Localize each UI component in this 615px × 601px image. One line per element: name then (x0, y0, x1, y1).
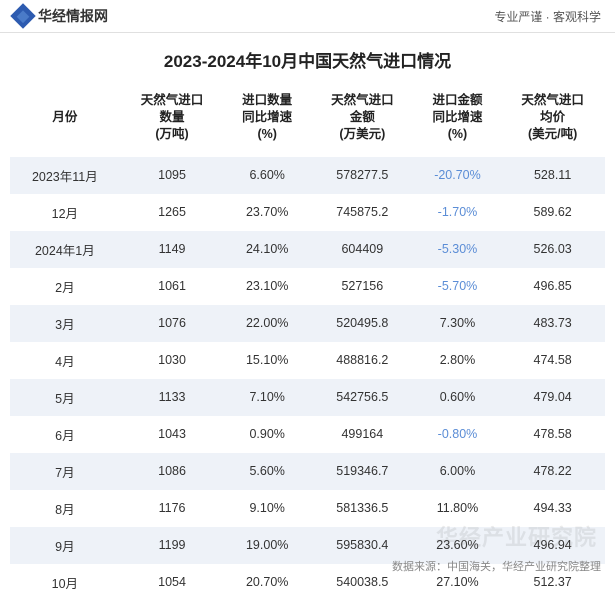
col-header-4: 进口金额同比增速(%) (415, 82, 501, 157)
cell: -5.70% (415, 268, 501, 305)
cell: 2月 (10, 268, 120, 305)
cell: -0.80% (415, 416, 501, 453)
cell: 520495.8 (310, 305, 415, 342)
table-row: 4月103015.10%488816.22.80%474.58 (10, 342, 605, 379)
cell: 526.03 (500, 231, 605, 268)
cell: 10月 (10, 564, 120, 601)
header-bar: 华经情报网 专业严谨 · 客观科学 (0, 0, 615, 33)
table-container: 月份天然气进口数量(万吨)进口数量同比增速(%)天然气进口金额(万美元)进口金额… (0, 82, 615, 601)
table-row: 8月11769.10%581336.511.80%494.33 (10, 490, 605, 527)
cell: 483.73 (500, 305, 605, 342)
cell: 22.00% (224, 305, 310, 342)
cell: 15.10% (224, 342, 310, 379)
cell: 9月 (10, 527, 120, 564)
col-header-2: 进口数量同比增速(%) (224, 82, 310, 157)
tagline: 专业严谨 · 客观科学 (494, 8, 601, 25)
cell: 7.30% (415, 305, 501, 342)
cell: 3月 (10, 305, 120, 342)
table-row: 7月10865.60%519346.76.00%478.22 (10, 453, 605, 490)
cell: 589.62 (500, 194, 605, 231)
cell: 1095 (120, 157, 225, 194)
cell: 2023年11月 (10, 157, 120, 194)
cell: 581336.5 (310, 490, 415, 527)
cell: -20.70% (415, 157, 501, 194)
cell: 499164 (310, 416, 415, 453)
cell: 578277.5 (310, 157, 415, 194)
table-row: 5月11337.10%542756.50.60%479.04 (10, 379, 605, 416)
logo: 华经情报网 (14, 6, 108, 26)
cell: 478.22 (500, 453, 605, 490)
table-row: 6月10430.90%499164-0.80%478.58 (10, 416, 605, 453)
cell: 1149 (120, 231, 225, 268)
cell: 23.10% (224, 268, 310, 305)
cell: 24.10% (224, 231, 310, 268)
cell: 1076 (120, 305, 225, 342)
cell: 528.11 (500, 157, 605, 194)
cell: 9.10% (224, 490, 310, 527)
table-row: 2月106123.10%527156-5.70%496.85 (10, 268, 605, 305)
cell: 11.80% (415, 490, 501, 527)
cell: 1133 (120, 379, 225, 416)
cell: 604409 (310, 231, 415, 268)
cell: 1265 (120, 194, 225, 231)
cell: 496.85 (500, 268, 605, 305)
cell: -5.30% (415, 231, 501, 268)
cell: 1030 (120, 342, 225, 379)
cell: 23.70% (224, 194, 310, 231)
cell: 1086 (120, 453, 225, 490)
cell: 2024年1月 (10, 231, 120, 268)
table-body: 2023年11月10956.60%578277.5-20.70%528.1112… (10, 157, 605, 601)
cell: 8月 (10, 490, 120, 527)
col-header-3: 天然气进口金额(万美元) (310, 82, 415, 157)
data-table: 月份天然气进口数量(万吨)进口数量同比增速(%)天然气进口金额(万美元)进口金额… (10, 82, 605, 601)
col-header-5: 天然气进口均价(美元/吨) (500, 82, 605, 157)
cell: 478.58 (500, 416, 605, 453)
cell: 494.33 (500, 490, 605, 527)
cell: 19.00% (224, 527, 310, 564)
cell: 6.00% (415, 453, 501, 490)
data-source: 数据来源：中国海关，华经产业研究院整理 (392, 558, 601, 574)
cell: 2.80% (415, 342, 501, 379)
table-row: 2023年11月10956.60%578277.5-20.70%528.11 (10, 157, 605, 194)
table-header: 月份天然气进口数量(万吨)进口数量同比增速(%)天然气进口金额(万美元)进口金额… (10, 82, 605, 157)
logo-text: 华经情报网 (38, 6, 108, 26)
table-row: 3月107622.00%520495.87.30%483.73 (10, 305, 605, 342)
cell: 7.10% (224, 379, 310, 416)
cell: 12月 (10, 194, 120, 231)
cell: 1199 (120, 527, 225, 564)
cell: 5月 (10, 379, 120, 416)
table-row: 2024年1月114924.10%604409-5.30%526.03 (10, 231, 605, 268)
cell: 20.70% (224, 564, 310, 601)
cell: 1054 (120, 564, 225, 601)
cell: 0.60% (415, 379, 501, 416)
cell: 6.60% (224, 157, 310, 194)
cell: 7月 (10, 453, 120, 490)
cell: 0.90% (224, 416, 310, 453)
cell: 479.04 (500, 379, 605, 416)
cell: 519346.7 (310, 453, 415, 490)
cell: 527156 (310, 268, 415, 305)
cell: -1.70% (415, 194, 501, 231)
cell: 6月 (10, 416, 120, 453)
cell: 5.60% (224, 453, 310, 490)
cell: 474.58 (500, 342, 605, 379)
cell: 4月 (10, 342, 120, 379)
cell: 542756.5 (310, 379, 415, 416)
logo-icon (10, 3, 35, 28)
cell: 1043 (120, 416, 225, 453)
cell: 488816.2 (310, 342, 415, 379)
cell: 1061 (120, 268, 225, 305)
col-header-1: 天然气进口数量(万吨) (120, 82, 225, 157)
cell: 1176 (120, 490, 225, 527)
table-row: 12月126523.70%745875.2-1.70%589.62 (10, 194, 605, 231)
col-header-0: 月份 (10, 82, 120, 157)
page-title: 2023-2024年10月中国天然气进口情况 (0, 33, 615, 82)
cell: 745875.2 (310, 194, 415, 231)
